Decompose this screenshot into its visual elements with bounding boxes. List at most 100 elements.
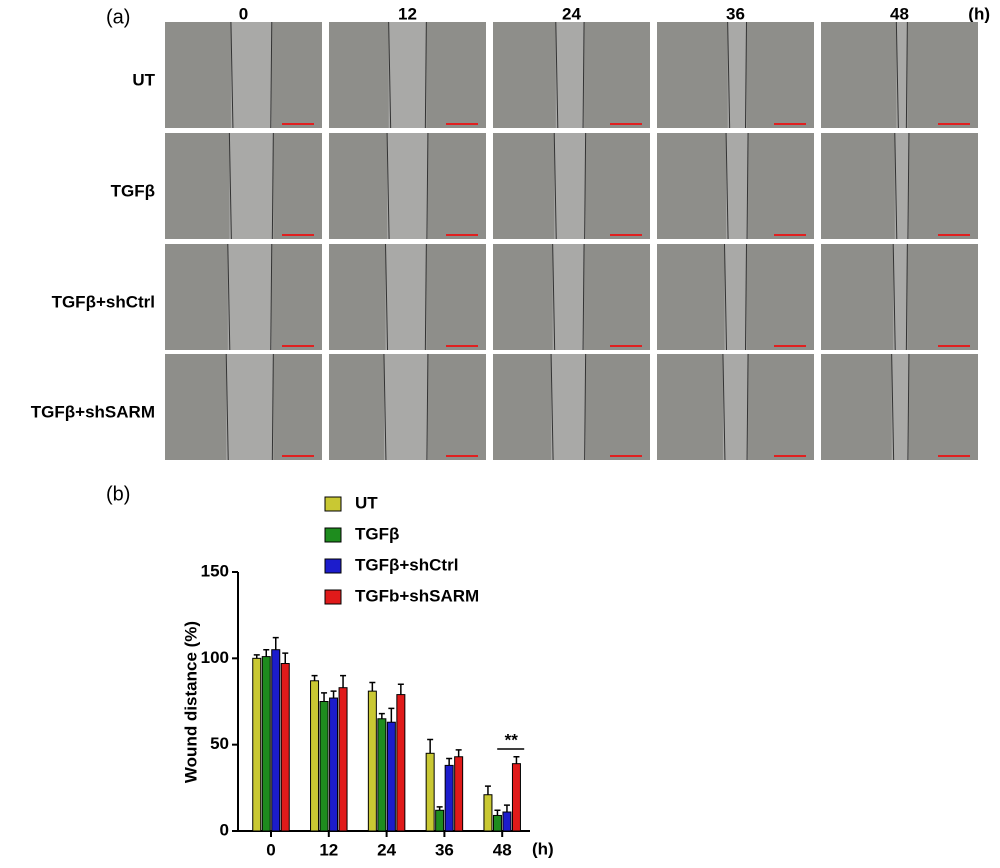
row-label: TGFβ+shSARM [31,402,155,421]
wound-edge [744,21,747,129]
column-label: 12 [398,4,417,23]
legend-swatch [324,527,342,543]
bar [338,687,348,832]
error-bar [503,804,510,813]
y-tick-label: 50 [210,734,229,753]
column-label: 24 [562,4,581,23]
legend-label: TGFb+shSARM [355,586,479,605]
wound-edge [227,243,231,351]
wound-gap [388,22,427,128]
error-bar [388,707,395,723]
bar [252,657,262,832]
error-bar [253,654,260,659]
wound-gap [227,244,272,350]
wound-gap [894,133,909,239]
wound-edge [892,243,896,351]
wound-edge [905,21,908,129]
error-bar [436,806,443,811]
row-label: UT [132,70,155,89]
wound-gap [726,133,749,239]
y-axis-label: Wound distance (%) [181,621,200,783]
bar [483,794,493,832]
bar [492,814,502,832]
wound-gap [554,133,586,239]
wound-edge [894,132,898,240]
y-tick-label: 0 [220,820,229,839]
wound-edge [424,243,427,351]
wound-edge [891,353,895,461]
bar [444,764,454,832]
bar [329,697,339,832]
wound-edge [426,353,429,461]
wound-edge [722,353,726,461]
bar [386,721,396,832]
wound-gap [891,354,909,460]
error-bar [369,681,376,692]
wound-gap [226,354,274,460]
panel-label: (a) [106,6,130,28]
x-tick-label: 36 [435,840,454,859]
x-tick-label: 24 [377,840,396,859]
wound-edge [724,243,728,351]
error-bar [494,809,501,816]
legend-label: UT [355,493,378,512]
bar [396,694,406,832]
wound-edge [228,132,232,240]
wound-edge [582,21,585,129]
wound-gap [230,22,272,128]
legend-label: TGFβ+shCtrl [355,555,458,574]
wound-gap [229,133,274,239]
wound-edge [744,243,747,351]
wound-edge [582,243,585,351]
wound-edge [230,21,234,129]
annotation: ** [505,730,519,749]
wound-edge [553,132,557,240]
error-bar [378,712,385,719]
wound-edge [725,132,729,240]
error-bar [513,756,520,764]
wound-gap [893,244,908,350]
error-bar [263,648,270,657]
wound-edge [270,243,273,351]
wound-edge [271,353,274,461]
column-label: 36 [726,4,745,23]
x-tick-label: 12 [319,840,338,859]
wound-edge [271,132,274,240]
bar [502,811,512,832]
legend-swatch [324,558,342,574]
bar [280,663,290,832]
error-bar [455,749,462,757]
legend-swatch [324,589,342,605]
wound-edge [907,132,910,240]
bar [435,809,445,832]
wound-gap [555,22,585,128]
bar [454,756,464,832]
unit-label: (h) [968,4,990,23]
wound-gap [727,22,747,128]
wound-gap [383,354,428,460]
wound-edge [584,353,587,461]
bar [319,701,329,832]
y-tick-label: 100 [201,648,229,667]
bar [377,718,387,832]
legend-swatch [324,496,342,512]
error-bar [340,674,347,688]
wound-edge [555,21,559,129]
error-bar [397,683,404,695]
legend-label: TGFβ [355,524,399,543]
wound-edge [584,132,587,240]
error-bar [311,674,318,681]
wound-edge [550,353,554,461]
wound-edge [746,132,749,240]
column-label: 0 [239,4,248,23]
wound-edge [225,353,229,461]
row-label: TGFβ [111,181,155,200]
wound-edge [426,132,429,240]
wound-gap [724,244,747,350]
wound-edge [895,21,899,129]
error-bar [446,757,453,766]
wound-edge [746,353,749,461]
wound-edge [386,132,390,240]
wound-edge [905,243,908,351]
wound-gap [387,133,428,239]
